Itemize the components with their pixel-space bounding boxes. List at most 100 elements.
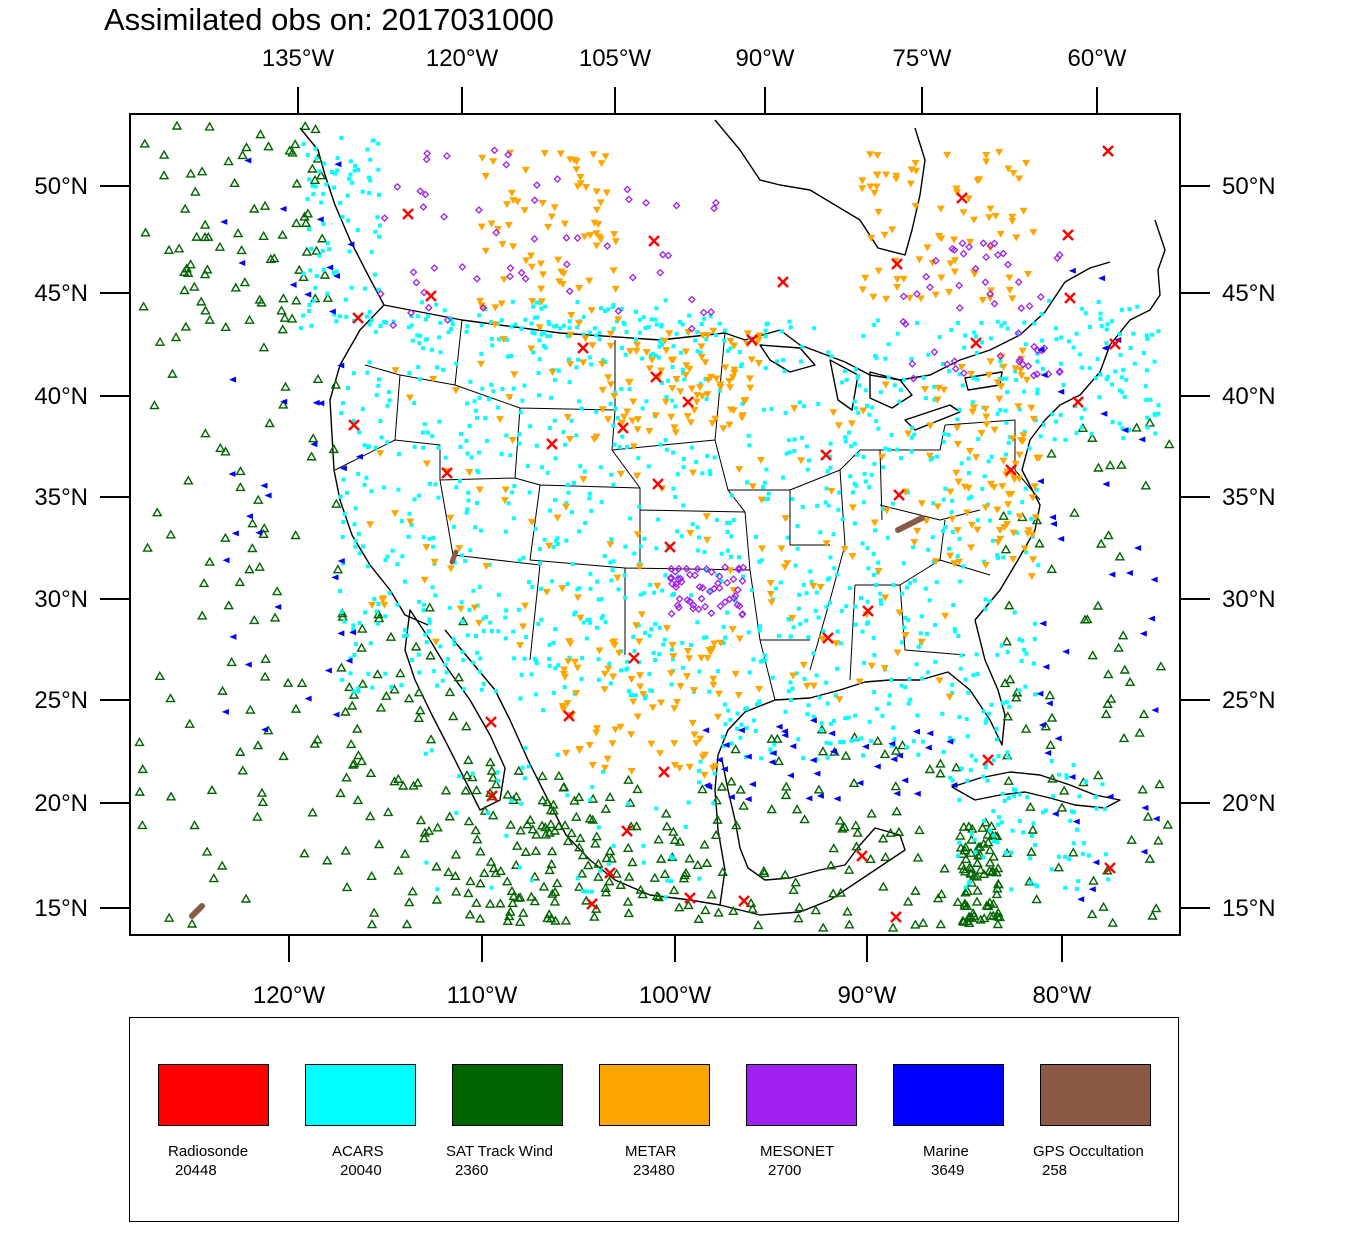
acars-marker bbox=[403, 627, 408, 632]
acars-marker bbox=[720, 734, 725, 739]
metar-marker bbox=[627, 731, 636, 739]
sat-track-wind-marker bbox=[415, 705, 426, 715]
marine-marker bbox=[304, 695, 312, 702]
sat-track-wind-marker bbox=[291, 178, 303, 188]
acars-marker bbox=[644, 399, 649, 404]
sat-track-wind-marker bbox=[668, 885, 680, 895]
acars-marker bbox=[653, 317, 658, 322]
acars-marker bbox=[1082, 407, 1087, 412]
metar-marker bbox=[405, 394, 414, 402]
acars-marker bbox=[478, 656, 483, 661]
acars-marker bbox=[956, 633, 961, 638]
sat-track-wind-marker bbox=[1031, 515, 1043, 525]
acars-marker bbox=[697, 780, 702, 785]
acars-marker bbox=[450, 322, 455, 327]
mesonet-marker bbox=[440, 212, 449, 221]
sat-track-wind-marker bbox=[576, 868, 588, 878]
bottom-lon-label: 120°W bbox=[253, 982, 326, 1009]
acars-marker bbox=[511, 386, 516, 391]
sat-track-wind-marker bbox=[684, 853, 695, 863]
acars-marker bbox=[721, 624, 726, 629]
radiosonde-marker bbox=[485, 716, 497, 728]
acars-marker bbox=[812, 326, 817, 331]
acars-marker bbox=[306, 227, 311, 232]
metar-marker bbox=[662, 625, 671, 633]
acars-marker bbox=[772, 742, 777, 747]
acars-marker bbox=[542, 330, 547, 335]
acars-marker bbox=[496, 629, 501, 634]
marine-marker bbox=[279, 205, 287, 212]
acars-marker bbox=[870, 405, 875, 410]
sat-track-wind-marker bbox=[880, 851, 891, 862]
acars-marker bbox=[951, 603, 956, 608]
acars-marker bbox=[377, 377, 382, 382]
acars-marker bbox=[491, 389, 496, 394]
sat-track-wind-marker bbox=[713, 907, 724, 917]
acars-marker bbox=[792, 449, 797, 454]
acars-marker bbox=[853, 604, 858, 609]
acars-marker bbox=[575, 587, 580, 592]
metar-marker bbox=[692, 740, 701, 748]
acars-marker bbox=[875, 318, 880, 323]
acars-marker bbox=[443, 662, 448, 667]
sat-track-wind-marker bbox=[992, 863, 1004, 873]
metar-marker bbox=[558, 703, 567, 711]
marine-marker bbox=[238, 259, 246, 266]
sat-track-wind-marker bbox=[827, 888, 839, 898]
acars-marker bbox=[649, 317, 654, 322]
acars-marker bbox=[804, 444, 809, 449]
metar-marker bbox=[507, 189, 516, 197]
metar-marker bbox=[1004, 501, 1013, 509]
metar-marker bbox=[822, 540, 831, 548]
metar-marker bbox=[675, 764, 684, 772]
metar-marker bbox=[547, 213, 556, 221]
sat-track-wind-marker bbox=[460, 785, 471, 795]
acars-marker bbox=[941, 749, 946, 754]
acars-marker bbox=[663, 573, 668, 578]
metar-marker bbox=[881, 381, 890, 389]
acars-marker bbox=[553, 456, 558, 461]
acars-marker bbox=[531, 304, 536, 309]
acars-marker bbox=[632, 649, 637, 654]
acars-marker bbox=[640, 406, 645, 411]
sat-track-wind-marker bbox=[163, 244, 175, 254]
acars-marker bbox=[1104, 340, 1109, 345]
sat-track-wind-marker bbox=[979, 913, 990, 923]
sat-track-wind-marker bbox=[600, 887, 612, 897]
sat-track-wind-marker bbox=[813, 784, 825, 794]
metar-marker bbox=[755, 685, 764, 693]
acars-marker bbox=[495, 405, 500, 410]
acars-marker bbox=[825, 577, 830, 582]
acars-marker bbox=[826, 350, 831, 355]
sat-track-wind-marker bbox=[183, 475, 194, 485]
mesonet-marker bbox=[738, 610, 747, 618]
acars-marker bbox=[548, 334, 553, 339]
acars-marker bbox=[1145, 415, 1150, 420]
acars-marker bbox=[846, 715, 851, 720]
sat-track-wind-marker bbox=[220, 321, 231, 331]
acars-marker bbox=[858, 596, 863, 601]
acars-marker bbox=[555, 542, 560, 547]
marine-marker bbox=[228, 470, 236, 477]
sat-track-wind-marker bbox=[214, 241, 226, 251]
acars-marker bbox=[904, 745, 909, 750]
acars-marker bbox=[554, 539, 559, 544]
metar-marker bbox=[916, 295, 925, 303]
metar-marker bbox=[840, 546, 849, 554]
acars-marker bbox=[438, 644, 443, 649]
metar-marker bbox=[981, 561, 990, 569]
metar-marker bbox=[690, 731, 699, 739]
sat-track-wind-marker bbox=[259, 200, 271, 210]
acars-marker bbox=[533, 526, 538, 531]
acars-marker bbox=[657, 625, 662, 630]
mesonet-marker bbox=[532, 181, 541, 190]
acars-marker bbox=[365, 564, 370, 569]
acars-marker bbox=[1061, 382, 1066, 387]
sat-track-wind-marker bbox=[984, 857, 996, 867]
metar-marker bbox=[368, 601, 377, 609]
marine-marker bbox=[1108, 571, 1116, 578]
sat-track-wind-marker bbox=[1105, 693, 1117, 703]
sat-track-wind-marker bbox=[279, 312, 291, 322]
acars-marker bbox=[623, 544, 628, 549]
acars-marker bbox=[1068, 818, 1073, 823]
